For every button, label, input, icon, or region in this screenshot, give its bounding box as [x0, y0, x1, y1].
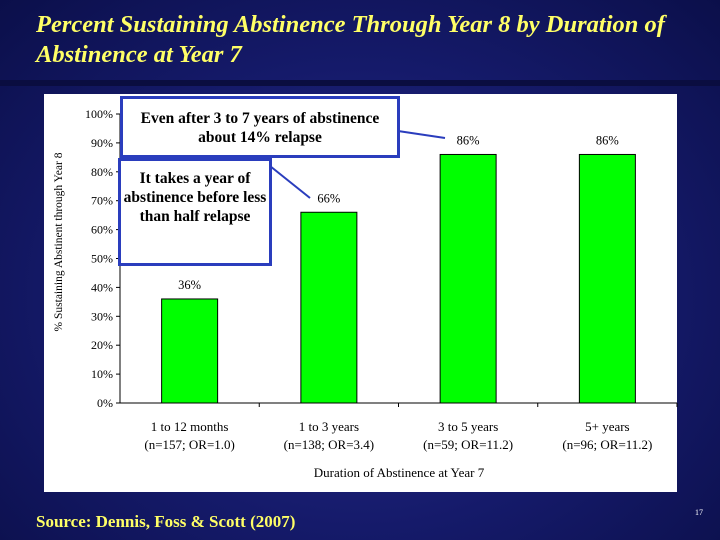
- y-axis-title: % Sustaining Abstinent through Year 8: [53, 152, 65, 331]
- y-tick-label: 70%: [91, 194, 113, 208]
- relapse-callout: Even after 3 to 7 years of abstinence ab…: [120, 96, 400, 158]
- slide-number: 17: [695, 508, 703, 517]
- bar: [439, 153, 497, 404]
- x-tick-label: 1 to 12 months: [151, 419, 229, 434]
- callout2-pointer: [269, 165, 311, 199]
- half-relapse-callout: It takes a year of abstinence before les…: [118, 158, 272, 266]
- y-tick-label: 50%: [91, 252, 113, 266]
- y-tick-label: 10%: [91, 367, 113, 381]
- x-tick-label: (n=157; OR=1.0): [144, 437, 235, 452]
- y-tick-label: 30%: [91, 309, 113, 323]
- y-tick-label: 20%: [91, 338, 113, 352]
- x-tick-label: (n=59; OR=11.2): [423, 437, 513, 452]
- y-tick-label: 0%: [97, 396, 113, 410]
- source-citation: Source: Dennis, Foss & Scott (2007): [36, 512, 296, 531]
- callout1-pointer: [397, 130, 446, 139]
- y-tick-label: 60%: [91, 223, 113, 237]
- data-label: 86%: [457, 133, 480, 147]
- x-axis-title: Duration of Abstinence at Year 7: [314, 465, 485, 480]
- bar: [300, 211, 358, 404]
- y-tick-label: 100%: [85, 107, 113, 121]
- y-tick-label: 90%: [91, 136, 113, 150]
- bar: [161, 298, 219, 404]
- data-label: 86%: [596, 133, 619, 147]
- x-tick-label: 5+ years: [585, 419, 630, 434]
- x-tick-label: (n=96; OR=11.2): [562, 437, 652, 452]
- x-tick-label: 3 to 5 years: [438, 419, 498, 434]
- y-tick-label: 80%: [91, 165, 113, 179]
- title-divider: [0, 80, 720, 86]
- bar: [578, 153, 636, 404]
- data-label: 36%: [178, 278, 201, 292]
- x-tick-label: 1 to 3 years: [299, 419, 359, 434]
- x-tick-label: (n=138; OR=3.4): [284, 437, 375, 452]
- data-label: 66%: [317, 191, 340, 205]
- y-tick-label: 40%: [91, 280, 113, 294]
- slide-title: Percent Sustaining Abstinence Through Ye…: [36, 11, 665, 68]
